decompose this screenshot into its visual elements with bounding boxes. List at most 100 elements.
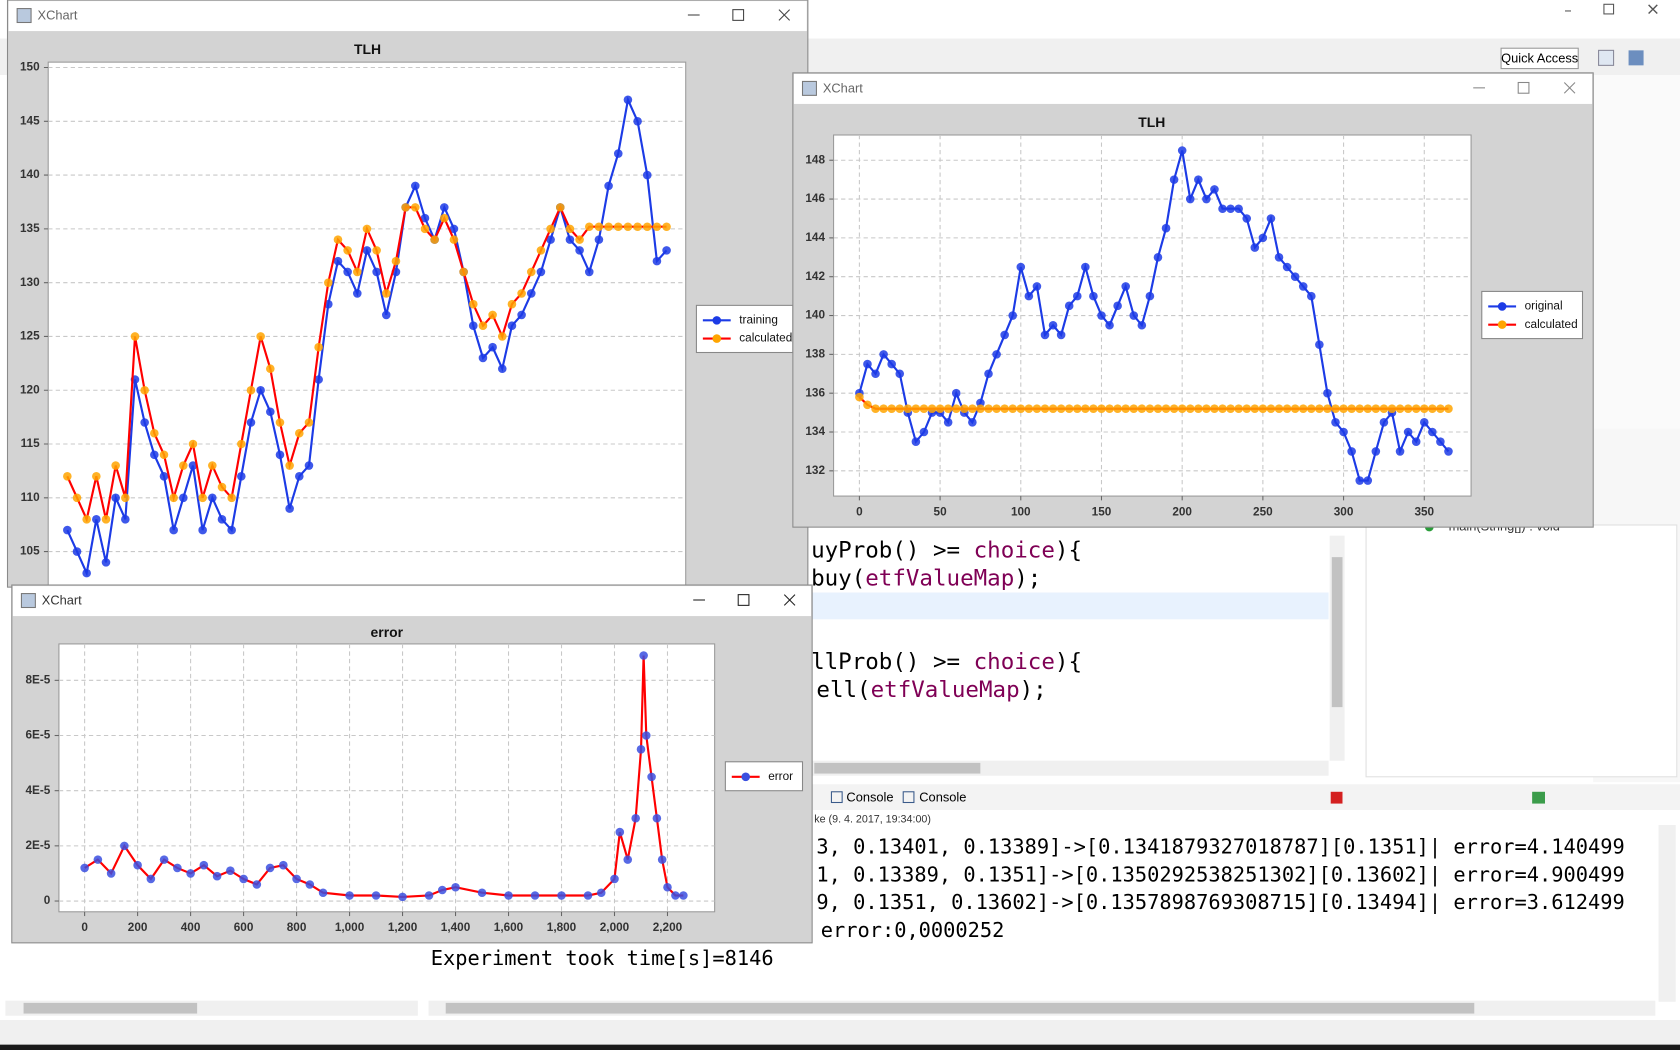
data-point [1129, 311, 1139, 320]
data-point [478, 321, 488, 330]
console-tab[interactable]: Console [919, 790, 966, 805]
data-point [679, 891, 688, 900]
data-point [1000, 404, 1009, 414]
data-point [1444, 447, 1453, 456]
x-tick-label: 1,400 [441, 921, 471, 934]
data-point [919, 427, 929, 437]
data-point [604, 181, 613, 191]
data-point [140, 385, 149, 395]
close-button[interactable] [783, 594, 796, 606]
data-point [584, 222, 594, 232]
data-point [1436, 437, 1445, 447]
data-point [546, 224, 555, 234]
min-button[interactable]: – [1564, 1, 1572, 19]
x-tick-label: 200 [1172, 505, 1192, 518]
data-point [63, 472, 72, 481]
outline-view [1365, 524, 1678, 778]
maximize-button[interactable] [732, 9, 745, 21]
data-point [150, 450, 159, 460]
code-token: ); [1020, 677, 1047, 703]
data-point [642, 170, 652, 180]
data-point [663, 882, 672, 892]
code-token: buy( [811, 565, 865, 591]
data-point [584, 267, 594, 277]
data-point [92, 472, 101, 481]
data-point [1153, 404, 1163, 414]
scroll-thumb[interactable] [1331, 557, 1343, 708]
data-point [198, 493, 207, 503]
perspective-icon[interactable] [1598, 49, 1615, 66]
data-point [111, 493, 120, 503]
data-point [266, 407, 275, 417]
data-point [636, 745, 646, 754]
legend-label: calculated [739, 332, 792, 345]
maximize-button[interactable] [1517, 81, 1530, 94]
data-point [150, 428, 159, 438]
data-point [146, 874, 156, 884]
y-tick-label: 150 [20, 61, 40, 74]
data-point [451, 882, 460, 892]
data-point [1008, 404, 1018, 414]
data-point [1056, 404, 1066, 414]
console-tab[interactable]: Console [846, 790, 893, 805]
data-point [951, 404, 961, 414]
console-line: 9, 0.1351, 0.13602]->[0.1357898769308715… [816, 890, 1624, 915]
quick-access[interactable]: Quick Access [1501, 50, 1578, 65]
data-point [642, 222, 652, 232]
close-button[interactable] [1563, 82, 1576, 94]
data-point [295, 428, 304, 438]
data-point [1387, 404, 1397, 414]
data-point [1242, 214, 1252, 223]
x-tick-label: 1,800 [547, 921, 577, 934]
maximize-button[interactable] [737, 594, 750, 606]
scroll-thumb[interactable] [23, 1002, 198, 1014]
editor [792, 527, 1345, 777]
data-point [1194, 404, 1203, 414]
scroll-thumb[interactable] [814, 762, 981, 774]
data-point [895, 369, 905, 379]
data-point [604, 222, 613, 232]
data-point [536, 246, 546, 255]
data-point [237, 439, 246, 449]
quick-access-box[interactable] [1500, 47, 1579, 70]
data-point [555, 203, 565, 212]
data-point [1403, 427, 1413, 437]
data-point [440, 213, 449, 223]
data-point [275, 418, 285, 427]
data-point [411, 203, 420, 212]
data-point [188, 439, 198, 449]
console-line: Experiment took time[s]=8146 [431, 946, 774, 970]
data-point [1008, 311, 1018, 320]
scroll-thumb[interactable] [445, 1002, 1475, 1014]
data-point [1436, 404, 1445, 414]
data-point [1234, 204, 1243, 214]
data-point [517, 310, 526, 320]
max-button[interactable] [1603, 3, 1615, 15]
perspective-icon[interactable] [1628, 50, 1644, 66]
toolbar-button[interactable] [1532, 791, 1545, 804]
data-point [613, 222, 623, 232]
x-tick-label: 250 [1253, 505, 1273, 518]
code-token: etfValueMap [871, 677, 1020, 703]
legend-label: original [1525, 300, 1563, 313]
close-button[interactable] [778, 9, 791, 21]
data-point [879, 404, 888, 414]
data-point [343, 246, 352, 255]
y-tick-label: 115 [21, 437, 40, 450]
y-tick-label: 140 [20, 168, 40, 181]
scrollbar[interactable] [1658, 825, 1676, 1002]
data-point [488, 310, 497, 320]
close-button[interactable]: × [1646, 0, 1660, 20]
terminate-button[interactable] [1330, 791, 1343, 804]
data-point [1282, 262, 1292, 272]
data-point [1226, 404, 1235, 414]
data-point [1048, 404, 1058, 414]
data-point [101, 515, 111, 524]
data-point [1363, 476, 1373, 485]
code: uyProb() >= choice){ buy(etfValueMap); l… [811, 537, 1082, 702]
data-point [984, 369, 993, 379]
data-point [596, 888, 606, 898]
data-point [353, 289, 362, 298]
data-point [968, 418, 977, 427]
